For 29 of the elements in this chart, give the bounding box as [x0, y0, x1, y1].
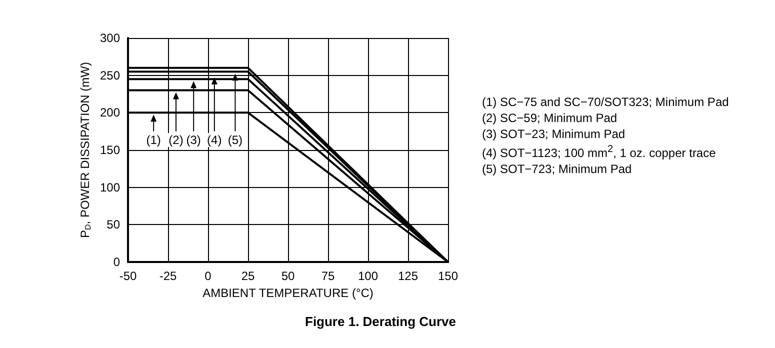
text: (1) SC−75 and SC−70/SOT323; Minimum Pad	[482, 94, 729, 110]
x-tick-label: 100	[358, 269, 378, 283]
text: (5) SOT−723; Minimum Pad	[482, 161, 633, 177]
x-axis-title: AMBIENT TEMPERATURE (°C)	[202, 286, 374, 300]
y-tick-label: 200	[100, 106, 120, 120]
y-tick-label: 0	[113, 255, 120, 269]
text: Figure 1. Derating Curve	[305, 314, 456, 329]
x-tick-label: 75	[321, 269, 335, 283]
x-tick-label: 0	[204, 269, 212, 283]
annotation: (4)	[206, 133, 223, 148]
text: (2) SC−59; Minimum Pad	[482, 110, 618, 126]
y-tick-label: 50	[106, 218, 120, 232]
y-tick-label: 300	[100, 31, 120, 45]
annotation: (1)	[145, 133, 162, 148]
y-tick-label: 250	[100, 68, 120, 82]
annotation: (2)	[168, 133, 184, 148]
text: (3) SOT−23; Minimum Pad	[482, 126, 626, 142]
x-tick-label: 150	[438, 269, 458, 283]
x-tick-label: -50	[119, 269, 137, 283]
x-tick-label: 25	[241, 269, 255, 283]
y-tick-label: 100	[100, 180, 120, 194]
annotation: (5)	[226, 133, 244, 148]
x-tick-label: -25	[159, 269, 177, 283]
annotation: (3)	[185, 133, 202, 148]
y-tick-label: 150	[100, 143, 120, 157]
x-tick-label: 50	[281, 269, 295, 283]
y-axis-title: PD, POWER DISSIPATION (mW)	[78, 62, 92, 238]
x-tick-label: 125	[398, 269, 418, 283]
text: (4) SOT−1123; 100 mm$^{2}$, 1 oz. copper trace	[482, 143, 717, 161]
